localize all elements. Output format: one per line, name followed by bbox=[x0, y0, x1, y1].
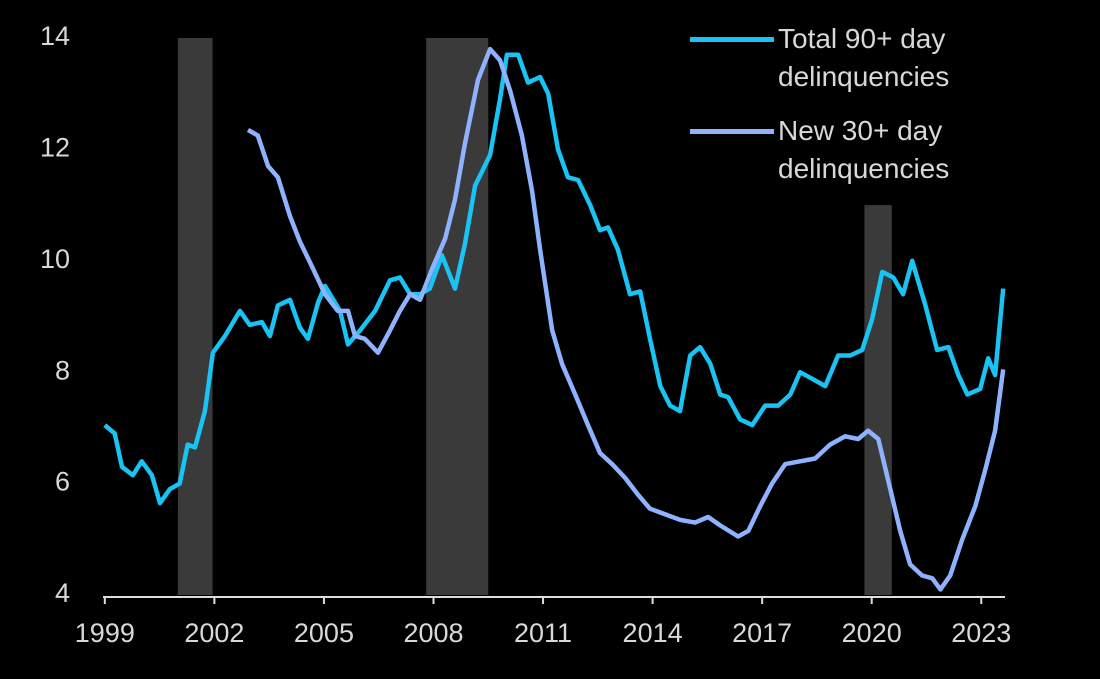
x-tick-label: 2002 bbox=[184, 618, 244, 648]
x-tick-label: 2023 bbox=[951, 618, 1011, 648]
y-tick-label: 10 bbox=[40, 244, 70, 274]
recession-band bbox=[864, 205, 892, 595]
recession-band bbox=[426, 38, 489, 595]
y-tick-label: 4 bbox=[55, 578, 70, 608]
series-line bbox=[246, 46, 1006, 592]
y-tick-label: 8 bbox=[55, 355, 70, 385]
x-tick-label: 2011 bbox=[514, 618, 572, 648]
x-tick-label: 2005 bbox=[294, 618, 354, 648]
x-tick-label: 2014 bbox=[623, 618, 683, 648]
y-tick-label: 14 bbox=[40, 21, 70, 51]
x-tick-label: 1999 bbox=[75, 618, 135, 648]
legend-label: Total 90+ day delinquencies bbox=[778, 23, 950, 92]
legend-entry: New 30+ day delinquencies bbox=[690, 112, 988, 188]
series-line bbox=[103, 52, 1006, 506]
legend-swatch bbox=[690, 129, 774, 134]
recession-band bbox=[177, 38, 213, 595]
legend-entry: Total 90+ day delinquencies bbox=[690, 20, 988, 96]
legend-label: New 30+ day delinquencies bbox=[778, 115, 950, 184]
x-tick-label: 2020 bbox=[842, 618, 902, 648]
y-tick-label: 12 bbox=[40, 133, 70, 163]
x-tick-label: 2017 bbox=[732, 618, 792, 648]
x-tick-label: 2008 bbox=[403, 618, 463, 648]
legend-swatch bbox=[690, 37, 774, 42]
y-tick-label: 6 bbox=[55, 467, 70, 497]
